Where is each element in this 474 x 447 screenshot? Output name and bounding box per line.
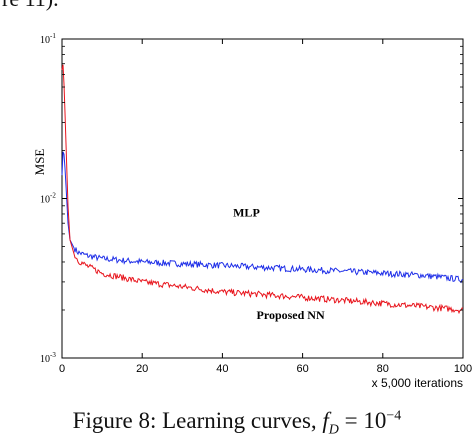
y-tick-label: 10-1 <box>40 32 56 46</box>
text-fragment-above-figure: re 11). <box>2 0 59 12</box>
figure-caption: Figure 8: Learning curves, fD = 10−4 <box>0 408 474 439</box>
tick-layer: 0 20 40 60 80 100 <box>59 38 472 375</box>
annotation-proposed-nn: Proposed NN <box>257 308 325 322</box>
x-tick-label: 0 <box>59 363 65 375</box>
series-line-mlp <box>61 151 464 284</box>
x-tick-label: 80 <box>377 363 389 375</box>
x-tick-label: 60 <box>296 363 308 375</box>
x-tick-label: 100 <box>454 363 472 375</box>
caption-formula-exponent: −4 <box>386 408 402 424</box>
caption-formula-variable: f <box>322 408 329 433</box>
series-layer <box>61 64 464 315</box>
x-tick-label: 20 <box>136 363 148 375</box>
x-axis-label: x 5,000 iterations <box>372 376 463 390</box>
ylabel-layer: 10-1 10-2 10-3 <box>40 32 56 365</box>
caption-formula-rhs: = 10 <box>344 408 387 433</box>
annotation-layer: MLP Proposed NN <box>233 206 325 323</box>
x-tick-label: 40 <box>216 363 228 375</box>
caption-formula-subscript: D <box>328 422 339 438</box>
y-tick-label: 10-2 <box>40 192 56 206</box>
y-axis-label: MSE <box>32 149 47 176</box>
caption-text: Figure 8: Learning curves, <box>72 408 317 433</box>
annotation-mlp: MLP <box>233 206 260 220</box>
series-line-proposed-nn <box>61 64 463 315</box>
y-tick-label: 10-3 <box>40 351 56 365</box>
